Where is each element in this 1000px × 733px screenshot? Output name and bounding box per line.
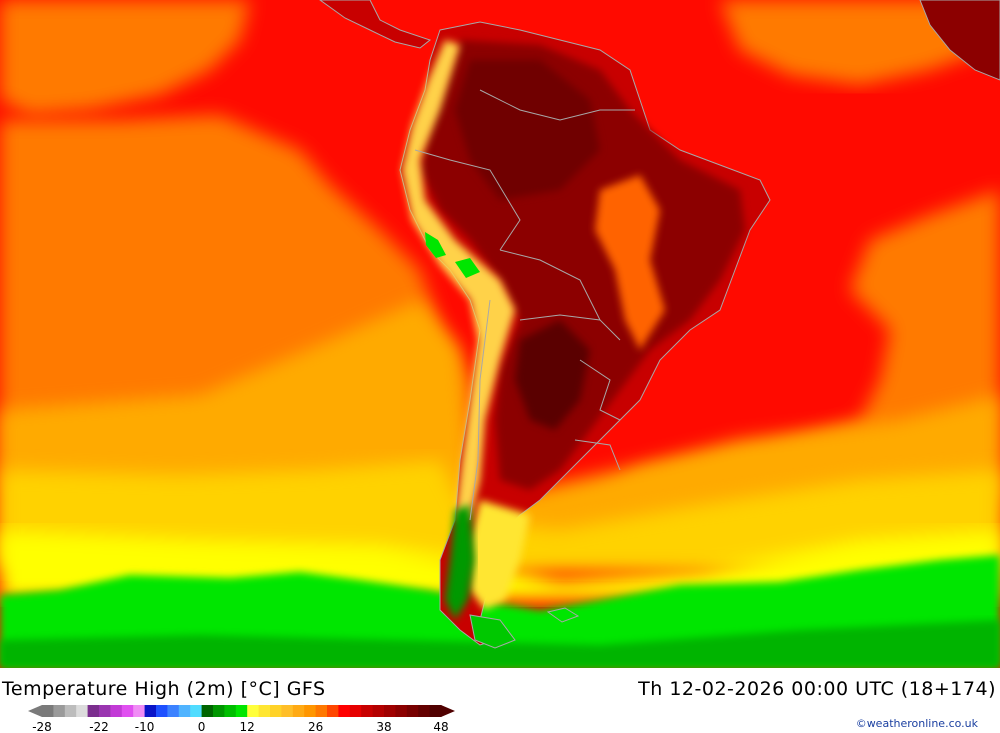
legend-swatch: [247, 705, 260, 717]
south-america-land: [399, 21, 771, 649]
temperature-color-legend: -28 -22 -10 0 12 26 38 48: [28, 705, 455, 733]
legend-arrow-right: [441, 705, 455, 717]
bolivia-green-patch: [455, 258, 480, 278]
legend-swatch: [213, 705, 225, 717]
map-title: Temperature High (2m) [°C] GFS: [2, 678, 326, 700]
credit-link[interactable]: ©weatheronline.co.uk: [855, 717, 978, 730]
legend-swatch: [338, 705, 351, 717]
legend-swatch: [121, 705, 134, 717]
legend-swatch: [406, 705, 419, 717]
legend-swatch: [418, 705, 431, 717]
interior-hottest-core: [515, 320, 590, 430]
legend-swatch: [76, 705, 89, 717]
legend-swatch: [304, 705, 317, 717]
legend-swatch: [87, 705, 100, 717]
border-line: [519, 314, 601, 321]
legend-swatch: [372, 705, 385, 717]
legend-swatch: [99, 705, 111, 717]
legend-swatch: [224, 705, 237, 717]
legend-swatch: [429, 705, 442, 717]
legend-swatch: [361, 705, 374, 717]
central-america: [319, 0, 432, 49]
legend-swatch: [201, 705, 214, 717]
legend-swatch: [110, 705, 123, 717]
legend-swatch: [384, 705, 396, 717]
legend-swatch: [190, 705, 203, 717]
legend-swatch: [349, 705, 362, 717]
legend-swatch: [167, 705, 180, 717]
border-line: [579, 359, 621, 421]
legend-swatch: [315, 705, 328, 717]
border-line: [469, 299, 491, 521]
forecast-datetime: Th 12-02-2026 00:00 UTC (18+174): [638, 678, 996, 700]
legend-swatch: [144, 705, 157, 717]
legend-swatch: [292, 705, 305, 717]
legend-swatch: [235, 705, 248, 717]
map-footer: Temperature High (2m) [°C] GFS Th 12-02-…: [0, 668, 1000, 733]
legend-tick-label: -10: [135, 720, 155, 733]
legend-tick-label: 38: [376, 720, 391, 733]
andes-cool-strip: [402, 40, 515, 520]
legend-swatch: [53, 705, 66, 717]
legend-swatch: [156, 705, 168, 717]
peru-green-patch: [425, 232, 446, 258]
temperature-map: [0, 0, 1000, 668]
border-line: [414, 149, 521, 251]
legend-swatch: [42, 705, 54, 717]
falkland-islands: [546, 607, 580, 623]
interior-amazon-hot: [455, 60, 600, 200]
border-line: [499, 249, 621, 341]
patagonia-green-forest: [445, 505, 475, 620]
legend-swatch: [281, 705, 294, 717]
legend-tick-label: 12: [240, 720, 255, 733]
legend-tick-label: 48: [433, 720, 448, 733]
legend-swatch: [133, 705, 146, 717]
tierra-del-fuego: [469, 614, 516, 649]
legend-tick-label: -28: [32, 720, 52, 733]
legend-tick-label: 0: [198, 720, 206, 733]
legend-swatch: [395, 705, 408, 717]
legend-tick-label: 26: [308, 720, 323, 733]
border-line: [574, 439, 621, 471]
highlands-orange: [595, 175, 665, 350]
legend-swatch: [327, 705, 339, 717]
legend-swatch: [270, 705, 282, 717]
legend-swatch: [258, 705, 271, 717]
legend-arrow-left: [28, 705, 42, 717]
country-borders: [414, 89, 635, 521]
legend-swatch: [178, 705, 191, 717]
legend-swatch: [64, 705, 77, 717]
africa-edge: [919, 0, 1000, 81]
border-line: [479, 89, 635, 121]
patagonia-yellow: [470, 500, 530, 610]
legend-tick-label: -22: [89, 720, 109, 733]
ocean-orange-north-west: [0, 0, 250, 115]
